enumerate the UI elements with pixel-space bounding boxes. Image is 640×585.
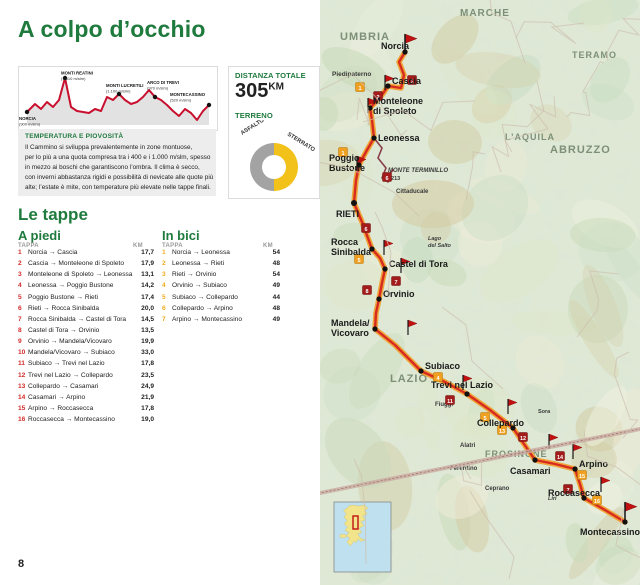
svg-text:13: 13 xyxy=(499,429,505,435)
svg-text:LAZIO: LAZIO xyxy=(390,373,428,385)
svg-text:Casamari: Casamari xyxy=(510,466,551,476)
svg-text:6: 6 xyxy=(364,227,367,233)
svg-text:(970 m/slm): (970 m/slm) xyxy=(147,86,169,91)
svg-text:MONTI LUCRETILI: MONTI LUCRETILI xyxy=(106,83,143,88)
svg-text:Cittaducale: Cittaducale xyxy=(396,189,429,195)
svg-text:Arpino: Arpino xyxy=(579,459,608,469)
svg-text:Castel di Tora: Castel di Tora xyxy=(389,259,449,269)
svg-text:Subiaco: Subiaco xyxy=(425,361,461,371)
svg-text:Cascia: Cascia xyxy=(392,76,422,86)
svg-text:14: 14 xyxy=(557,455,564,461)
svg-text:Rocca: Rocca xyxy=(331,237,359,247)
svg-text:ARCO DI TREVI: ARCO DI TREVI xyxy=(147,80,179,85)
svg-text:NORCIA: NORCIA xyxy=(19,116,36,121)
svg-text:11: 11 xyxy=(447,399,453,405)
svg-text:Poggio: Poggio xyxy=(329,153,360,163)
svg-text:del Salto: del Salto xyxy=(428,243,452,249)
svg-text:Trevi nel Lazio: Trevi nel Lazio xyxy=(431,380,494,390)
svg-text:RIETI: RIETI xyxy=(336,209,359,219)
svg-text:Alatri: Alatri xyxy=(460,443,476,449)
svg-text:Sinibalda: Sinibalda xyxy=(331,247,372,257)
svg-text:16: 16 xyxy=(594,499,600,505)
svg-text:7: 7 xyxy=(394,280,397,286)
svg-text:8: 8 xyxy=(365,289,368,295)
svg-text:MONTI REATINI: MONTI REATINI xyxy=(61,71,93,76)
svg-text:(1.510 m/slm): (1.510 m/slm) xyxy=(61,76,86,81)
svg-text:Roccasecca: Roccasecca xyxy=(548,488,601,498)
svg-text:di Spoleto: di Spoleto xyxy=(373,106,417,116)
svg-text:(1.100 m/slm): (1.100 m/slm) xyxy=(106,89,131,94)
svg-text:Lago: Lago xyxy=(428,236,442,242)
svg-text:ABRUZZO: ABRUZZO xyxy=(550,144,611,156)
svg-text:Montecassino: Montecassino xyxy=(580,527,640,537)
svg-text:6: 6 xyxy=(385,176,388,182)
svg-text:Ceprano: Ceprano xyxy=(485,486,510,492)
svg-text:1: 1 xyxy=(358,86,361,92)
svg-text:(520 m/slm): (520 m/slm) xyxy=(170,98,192,103)
svg-text:12: 12 xyxy=(520,436,526,442)
svg-text:(900 m/slm): (900 m/slm) xyxy=(19,122,41,127)
svg-text:Vicovaro: Vicovaro xyxy=(331,328,369,338)
svg-text:MONTE TERMINILLO: MONTE TERMINILLO xyxy=(388,168,448,174)
svg-text:ASFALTO: ASFALTO xyxy=(240,120,266,137)
svg-text:15: 15 xyxy=(579,474,585,480)
svg-text:Leonessa: Leonessa xyxy=(378,133,421,143)
svg-text:MONTECASSINO: MONTECASSINO xyxy=(170,92,206,97)
svg-text:Collepardo: Collepardo xyxy=(477,418,525,428)
svg-text:5: 5 xyxy=(357,258,360,264)
svg-text:Mandela/: Mandela/ xyxy=(331,318,370,328)
svg-text:Sora: Sora xyxy=(538,409,551,415)
svg-text:TERAMO: TERAMO xyxy=(572,50,617,60)
svg-text:Norcia: Norcia xyxy=(381,41,410,51)
